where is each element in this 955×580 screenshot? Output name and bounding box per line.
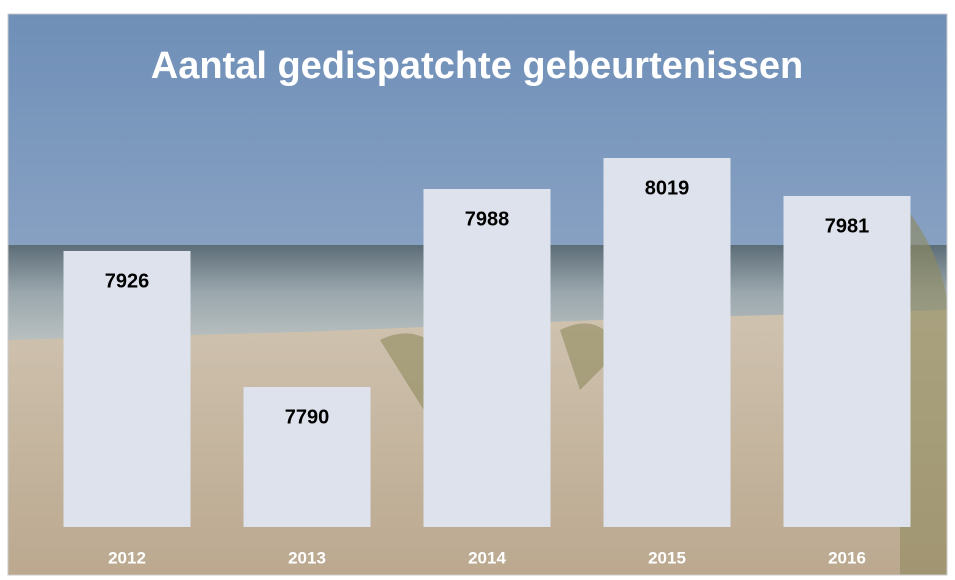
chart: Aantal gedispatchte gebeurtenissen 7926 2… xyxy=(0,0,955,580)
chart-title: Aantal gedispatchte gebeurtenissen xyxy=(151,45,804,87)
value-label: 8019 xyxy=(645,177,690,199)
x-tick-label: 2015 xyxy=(648,548,686,567)
value-label: 7988 xyxy=(465,208,510,230)
bar xyxy=(604,158,731,527)
x-tick-label: 2013 xyxy=(288,548,326,567)
page: Aantal gedispatchte gebeurtenissen 7926 2… xyxy=(0,0,955,580)
bar xyxy=(784,196,911,527)
x-tick-label: 2014 xyxy=(468,548,506,567)
value-label: 7790 xyxy=(285,406,330,428)
value-label: 7981 xyxy=(825,215,870,237)
bar xyxy=(64,251,191,527)
x-tick-label: 2016 xyxy=(828,548,866,567)
x-tick-label: 2012 xyxy=(108,548,146,567)
value-label: 7926 xyxy=(105,270,150,292)
bar xyxy=(424,189,551,527)
